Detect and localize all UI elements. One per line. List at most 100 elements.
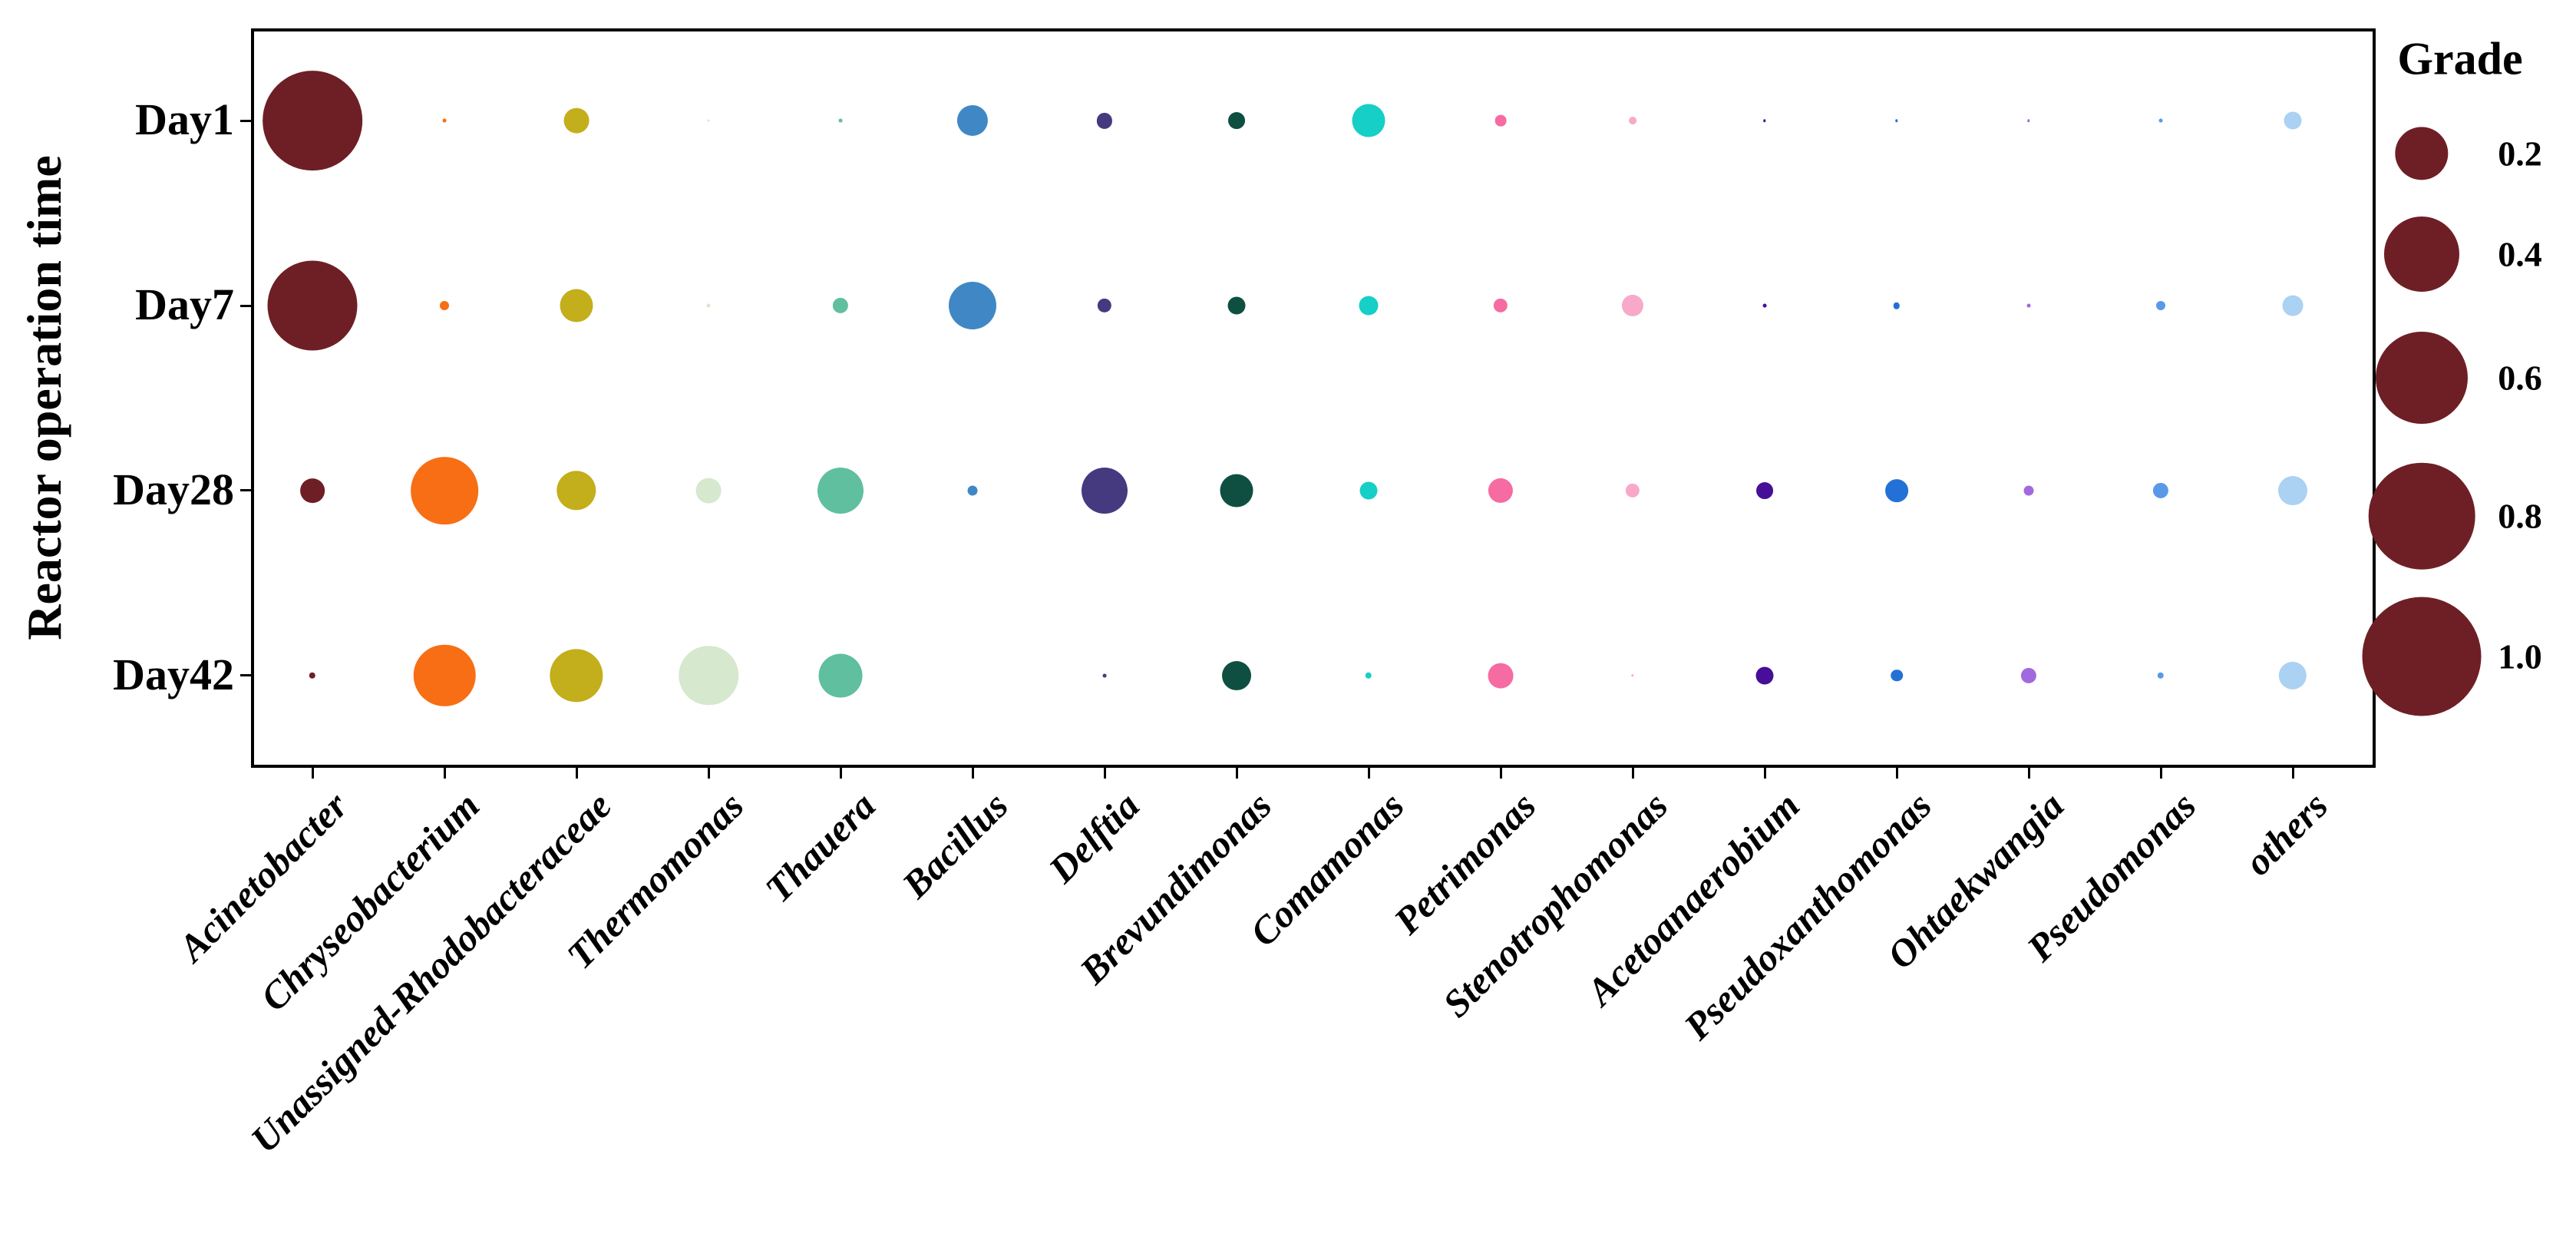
bubble-Ohtaekwangia-Day28 [2023,485,2034,496]
y-tick-mark-Day7 [240,304,251,307]
x-tick-label-Stenotrophomonas: Stenotrophomonas [1434,783,1676,1026]
bubble-Pseudoxanthomonas-Day42 [1891,669,1903,682]
bubble-Acetoanaerobium-Day7 [1762,303,1767,308]
bubble-Comamonas-Day1 [1352,104,1385,137]
y-tick-mark-Day1 [240,119,251,122]
bubble-Unassigned-Rhodobacteraceae-Day42 [550,648,603,703]
bubble-Stenotrophomonas-Day42 [1631,673,1634,677]
legend-size-label-0.4: 0.4 [2498,234,2542,274]
x-tick-label-others: others [2236,783,2337,884]
bubble-Bacillus-Day1 [956,105,989,137]
legend-size-label-0.2: 0.2 [2498,134,2542,174]
y-tick-mark-Day42 [240,674,251,677]
bubble-Petrimonas-Day7 [1493,298,1508,313]
bubble-Acinetobacter-Day42 [309,672,316,679]
y-tick-label-Day28: Day28 [113,465,234,515]
bubble-Thermomonas-Day7 [706,303,711,308]
legend-circle-0.4 [2383,216,2460,293]
bubble-Bacillus-Day7 [949,282,996,330]
bubble-Delftia-Day1 [1096,113,1113,129]
x-tick-mark-Unassigned-Rhodobacteraceae [575,768,578,779]
bubble-Brevundimonas-Day42 [1222,660,1251,690]
bubble-Acetoanaerobium-Day1 [1763,119,1766,123]
x-tick-label-Chryseobacterium: Chryseobacterium [252,783,488,1020]
bubble-Comamonas-Day7 [1359,296,1379,316]
legend-title: Grade [2397,33,2523,84]
bubble-Acetoanaerobium-Day28 [1756,481,1773,499]
y-axis-title: Reactor operation time [17,155,71,640]
bubble-Bacillus-Day28 [967,485,978,496]
bubble-Pseudomonas-Day1 [2158,118,2163,123]
x-tick-mark-Bacillus [971,768,974,779]
x-tick-mark-Acetoanaerobium [1763,768,1766,779]
bubble-Unassigned-Rhodobacteraceae-Day28 [556,471,596,511]
bubble-Unassigned-Rhodobacteraceae-Day7 [560,289,593,322]
legend-circle-0.2 [2395,127,2449,180]
bubble-Comamonas-Day28 [1359,481,1378,500]
legend-size-label-0.8: 0.8 [2498,496,2542,536]
x-tick-mark-Delftia [1103,768,1106,779]
bubble-Acinetobacter-Day1 [263,71,362,171]
bubble-Pseudomonas-Day28 [2152,482,2169,498]
x-tick-label-Thauera: Thauera [756,783,884,911]
bubble-Thauera-Day28 [817,467,864,514]
bubble-others-Day28 [2278,475,2307,505]
legend-circle-0.8 [2368,462,2475,570]
x-tick-label-Pseudoxanthomonas: Pseudoxanthomonas [1676,783,1940,1048]
legend-size-label-1.0: 1.0 [2498,637,2542,676]
bubble-Thermomonas-Day28 [695,478,722,504]
bubble-Delftia-Day7 [1097,298,1112,313]
x-tick-mark-Acinetobacter [311,768,314,779]
bubble-Stenotrophomonas-Day28 [1625,483,1640,498]
legend-circle-1.0 [2362,597,2482,716]
bubble-Ohtaekwangia-Day42 [2020,667,2037,683]
bubble-Unassigned-Rhodobacteraceae-Day1 [563,107,590,134]
y-tick-label-Day42: Day42 [113,649,234,699]
bubble-Thauera-Day1 [838,118,843,123]
bubble-Petrimonas-Day1 [1494,115,1507,127]
plot-area [251,28,2376,768]
x-tick-mark-Petrimonas [1499,768,1502,779]
bubble-Stenotrophomonas-Day7 [1621,295,1644,317]
x-tick-mark-others [2291,768,2294,779]
bubble-Brevundimonas-Day1 [1228,112,1245,130]
bubble-Pseudomonas-Day42 [2157,672,2165,679]
bubble-Thauera-Day7 [832,298,849,314]
bubble-Petrimonas-Day42 [1488,663,1514,689]
bubble-Comamonas-Day42 [1365,672,1372,679]
bubble-Acetoanaerobium-Day42 [1755,666,1774,685]
legend-size-label-0.6: 0.6 [2498,358,2542,398]
x-tick-mark-Thermomonas [707,768,710,779]
bubble-Brevundimonas-Day7 [1227,296,1246,315]
bubble-others-Day7 [2282,295,2304,316]
bubble-Chryseobacterium-Day1 [442,118,447,123]
bubble-Brevundimonas-Day28 [1220,474,1253,508]
bubble-Pseudoxanthomonas-Day28 [1885,478,1908,502]
x-tick-mark-Ohtaekwangia [2027,768,2030,779]
bubble-Pseudomonas-Day7 [2156,301,2165,311]
bubble-Thermomonas-Day1 [707,119,710,122]
x-tick-mark-Stenotrophomonas [1631,768,1634,779]
bubble-Petrimonas-Day28 [1488,478,1514,503]
legend-circle-0.6 [2375,331,2469,425]
x-tick-label-Bacillus: Bacillus [893,783,1016,907]
bubble-Chryseobacterium-Day7 [440,301,449,311]
bubble-Acinetobacter-Day7 [267,260,358,351]
bubble-Thermomonas-Day42 [679,645,738,706]
x-tick-mark-Pseudomonas [2159,768,2162,779]
bubble-Thauera-Day42 [818,653,863,698]
bubble-Delftia-Day42 [1102,673,1107,678]
bubble-Pseudoxanthomonas-Day1 [1895,119,1898,123]
bubble-Chryseobacterium-Day42 [413,644,476,706]
bubble-others-Day1 [2284,111,2302,130]
bubble-Stenotrophomonas-Day1 [1629,117,1636,125]
bubble-Delftia-Day28 [1081,467,1128,514]
bubble-Ohtaekwangia-Day1 [2027,119,2030,123]
x-tick-mark-Pseudoxanthomonas [1895,768,1898,779]
bubble-Ohtaekwangia-Day7 [2026,303,2031,308]
y-tick-mark-Day28 [240,489,251,492]
bubble-Pseudoxanthomonas-Day7 [1893,302,1901,309]
x-tick-mark-Brevundimonas [1235,768,1238,779]
x-tick-mark-Chryseobacterium [443,768,446,779]
